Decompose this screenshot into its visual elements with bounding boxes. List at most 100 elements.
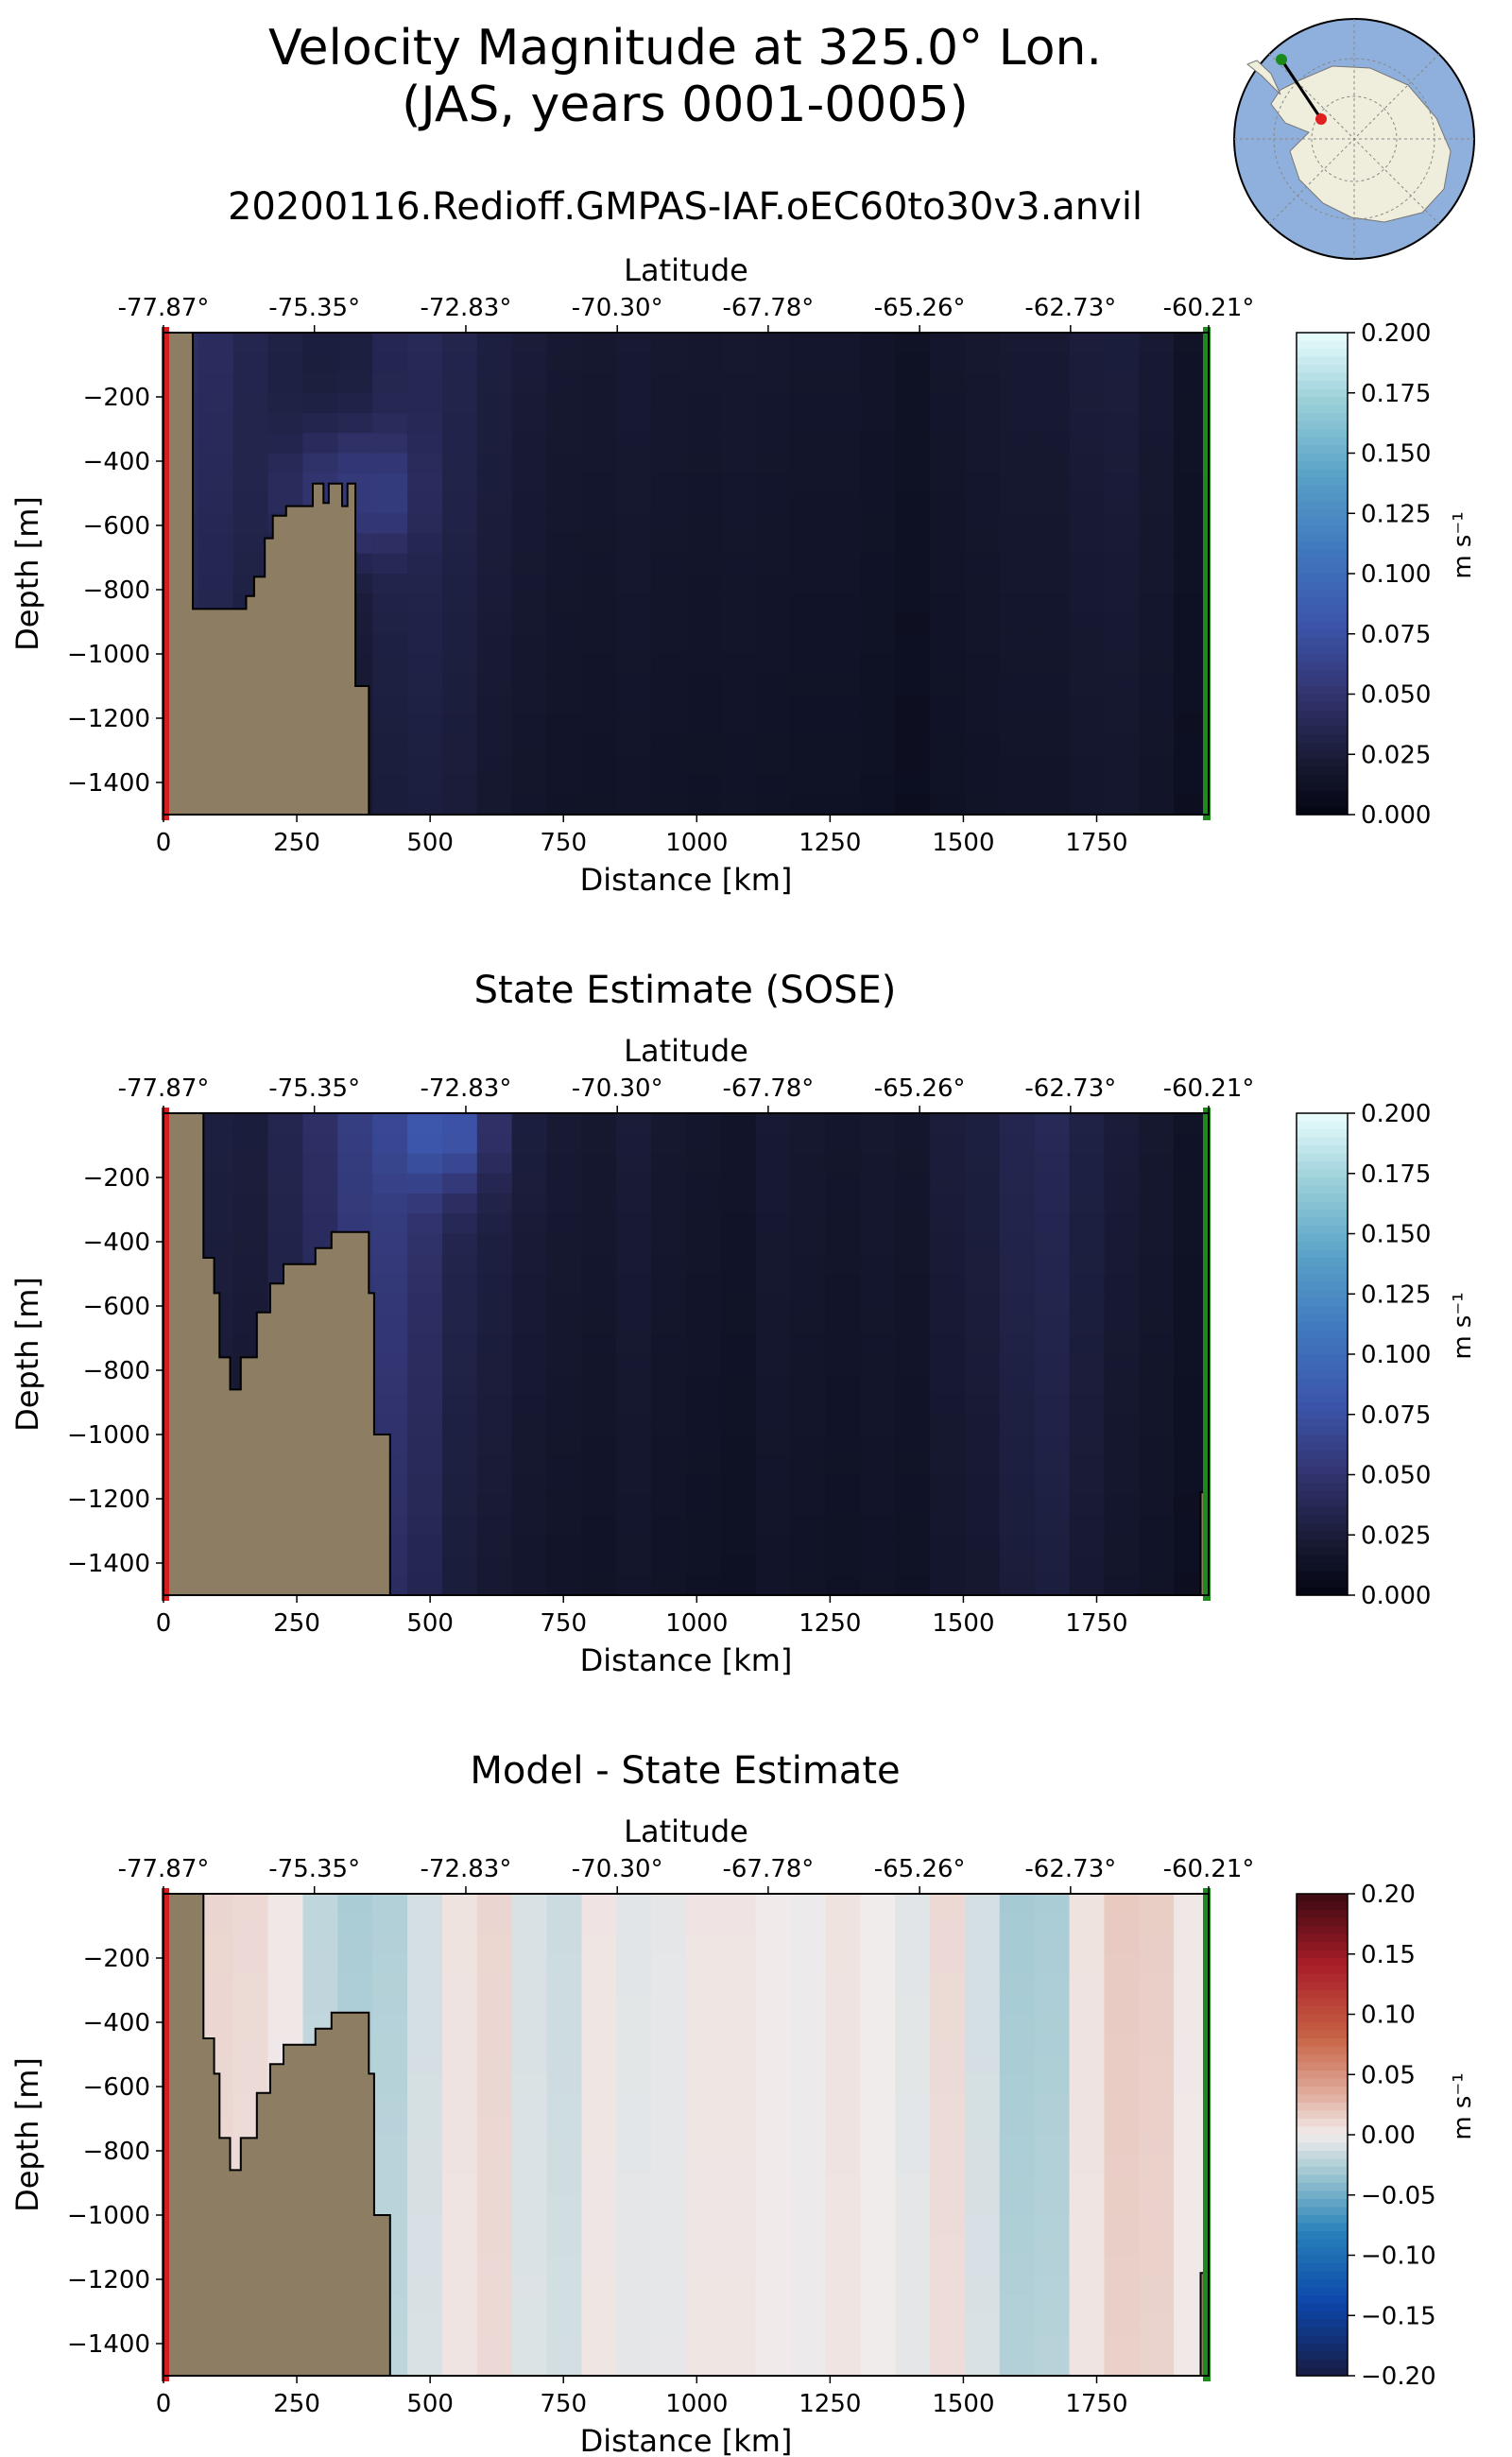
panel-title: 20200116.Redioff.GMPAS-IAF.oEC60to30v3.a… (228, 185, 1143, 229)
x-axis-label: Distance [km] (580, 2423, 793, 2457)
y-tick-label: −800 (83, 576, 150, 605)
x-tick-label: 1500 (932, 829, 994, 857)
lat-tick-label: -72.83° (421, 294, 512, 322)
antarctica-map-inset (1233, 18, 1475, 260)
lat-tick-label: -60.21° (1163, 294, 1255, 322)
y-tick-label: −200 (83, 384, 150, 412)
lat-tick-label: -75.35° (268, 1855, 360, 1883)
lat-tick-label: -77.87° (118, 1855, 210, 1883)
figure-title-line1: Velocity Magnitude at 325.0° Lon. (268, 20, 1102, 77)
colorbar-tick-label: 0.025 (1361, 1521, 1431, 1550)
y-tick-label: −600 (83, 1293, 150, 1321)
colorbar: 0.000 0.025 0.050 0.075 0.100 0.125 0.150 0.175… (1296, 1100, 1477, 1610)
y-tick-label: −800 (83, 2138, 150, 2166)
x-tick-label: 1500 (932, 2390, 994, 2418)
plot-frame (163, 1112, 1210, 1596)
y-tick-label: −400 (83, 1228, 150, 1257)
colorbar: 0.20 0.15 0.10 0.05 0.00 −0.05 −0.10 −0.15 −0.20… (1296, 1881, 1477, 2391)
x-tick-label: 1750 (1065, 2390, 1127, 2418)
colorbar-label: m s⁻¹ (1449, 1292, 1477, 1359)
colorbar-tick-label: −0.20 (1361, 2362, 1436, 2391)
x-tick-label: 1750 (1065, 829, 1127, 857)
y-axis-label: Depth [m] (9, 2057, 45, 2212)
colorbar-tick-label: 0.175 (1361, 380, 1431, 408)
colorbar-tick-label: 0.075 (1361, 621, 1431, 649)
panel-difference: Model - State Estimate 0 250 500 750 1000 1250… (9, 1749, 1477, 2457)
colorbar-tick-label: 0.15 (1361, 1941, 1416, 1969)
lat-tick-label: -70.30° (572, 1855, 663, 1883)
x-tick-label: 250 (273, 2390, 320, 2418)
lat-tick-label: -65.26° (874, 1855, 966, 1883)
colorbar-tick-label: −0.15 (1361, 2302, 1436, 2330)
lat-tick-label: -67.78° (722, 294, 814, 322)
x-tick-label: 500 (406, 2390, 454, 2418)
colorbar-tick-label: 0.20 (1361, 1881, 1416, 1909)
x-tick-label: 750 (540, 2390, 587, 2418)
x-tick-label: 1000 (665, 1609, 728, 1638)
colorbar-tick-label: −0.10 (1361, 2242, 1436, 2271)
lat-tick-label: -60.21° (1163, 1855, 1255, 1883)
y-tick-label: −1200 (67, 2266, 150, 2294)
x-tick-label: 500 (406, 1609, 454, 1638)
colorbar-tick-label: 0.200 (1361, 1100, 1431, 1128)
x-tick-label: 1250 (799, 829, 861, 857)
colorbar-tick-label: 0.200 (1361, 319, 1431, 348)
colorbar: 0.000 0.025 0.050 0.075 0.100 0.125 0.150 0.175… (1296, 319, 1477, 830)
lat-tick-label: -62.73° (1024, 1074, 1116, 1103)
colorbar-label: m s⁻¹ (1449, 2072, 1477, 2139)
lat-tick-label: -75.35° (268, 1074, 360, 1103)
figure-title-line2: (JAS, years 0001-0005) (402, 77, 969, 133)
y-tick-label: −800 (83, 1357, 150, 1385)
colorbar-label: m s⁻¹ (1449, 511, 1477, 578)
colorbar-tick-label: 0.075 (1361, 1401, 1431, 1430)
x-axis-label: Distance [km] (580, 862, 793, 898)
x-tick-label: 750 (540, 1609, 587, 1638)
y-tick-label: −1400 (67, 769, 150, 798)
lat-tick-label: -65.26° (874, 294, 966, 322)
panel-model: 20200116.Redioff.GMPAS-IAF.oEC60to30v3.a… (9, 185, 1477, 898)
x-tick-label: 1000 (665, 829, 728, 857)
x-tick-label: 500 (406, 829, 454, 857)
lat-tick-label: -65.26° (874, 1074, 966, 1103)
top-axis-label: Latitude (624, 252, 748, 288)
colorbar-tick-label: 0.100 (1361, 1341, 1431, 1369)
x-tick-label: 0 (156, 1609, 172, 1638)
x-tick-label: 750 (540, 829, 587, 857)
top-axis-label: Latitude (624, 1813, 748, 1849)
lat-tick-label: -72.83° (421, 1074, 512, 1103)
x-tick-label: 1500 (932, 1609, 994, 1638)
lat-tick-label: -75.35° (268, 294, 360, 322)
top-axis-label: Latitude (624, 1033, 748, 1069)
x-tick-label: 1250 (799, 1609, 861, 1638)
plot-frame (163, 332, 1210, 816)
x-tick-label: 0 (156, 2390, 172, 2418)
y-tick-label: −1000 (67, 1421, 150, 1450)
lat-tick-label: -70.30° (572, 294, 663, 322)
colorbar-tick-label: −0.05 (1361, 2182, 1436, 2210)
y-tick-label: −1000 (67, 641, 150, 669)
colorbar-tick-label: 0.00 (1361, 2122, 1416, 2150)
colorbar-tick-label: 0.125 (1361, 1280, 1431, 1309)
y-axis-label: Depth [m] (9, 1277, 45, 1432)
panel-sose: State Estimate (SOSE) 0 250 500 750 1000 1250 1… (9, 969, 1477, 1678)
lat-tick-label: -62.73° (1024, 294, 1116, 322)
heatmap-field (163, 1894, 1209, 2376)
y-tick-label: −200 (83, 1945, 150, 1973)
x-tick-label: 1750 (1065, 1609, 1127, 1638)
x-tick-label: 0 (156, 829, 172, 857)
colorbar-tick-label: 0.05 (1361, 2061, 1416, 2089)
colorbar-tick-label: 0.125 (1361, 500, 1431, 528)
lat-tick-label: -77.87° (118, 294, 210, 322)
y-tick-label: −200 (83, 1164, 150, 1193)
plot-frame (163, 1893, 1210, 2377)
panel-title: State Estimate (SOSE) (474, 969, 897, 1012)
lat-tick-label: -70.30° (572, 1074, 663, 1103)
colorbar-tick-label: 0.050 (1361, 681, 1431, 710)
bathymetry-left (163, 1113, 391, 1595)
x-axis-label: Distance [km] (580, 1642, 793, 1678)
x-tick-label: 250 (273, 1609, 320, 1638)
lat-tick-label: -60.21° (1163, 1074, 1255, 1103)
y-tick-label: −600 (83, 2073, 150, 2102)
colorbar-tick-label: 0.10 (1361, 2002, 1416, 2030)
